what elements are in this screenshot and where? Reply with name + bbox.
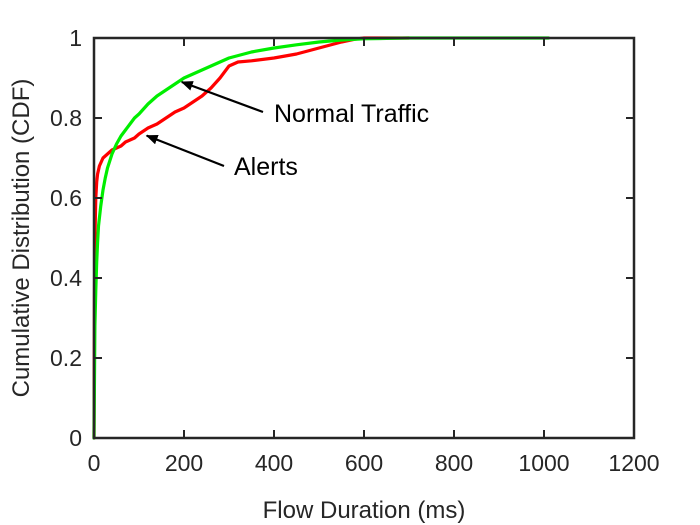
x-tick-label: 600 <box>345 450 383 476</box>
x-axis-label: Flow Duration (ms) <box>263 497 466 524</box>
y-tick-label: 0 <box>69 425 82 451</box>
x-tick-label: 200 <box>165 450 203 476</box>
annotation-alerts-label: Alerts <box>234 153 298 181</box>
annotation-normal-traffic-label: Normal Traffic <box>274 100 429 128</box>
y-tick-label: 1 <box>69 25 82 51</box>
x-tick-label: 800 <box>435 450 473 476</box>
annotation-alerts-arrow <box>145 134 225 168</box>
tick-layer: 0 200 400 600 800 1000 1200 0 0.2 0.4 0.6 0.8 1 <box>50 25 660 476</box>
annotation-normal-traffic-arrow <box>180 80 264 114</box>
plot-frame <box>92 36 636 440</box>
series-line-normal-traffic <box>92 36 551 440</box>
y-tick-label: 0.2 <box>50 345 82 371</box>
x-tick-label: 1000 <box>518 450 569 476</box>
y-axis-label: Cumulative Distribution (CDF) <box>8 79 35 398</box>
series-layer <box>92 36 551 440</box>
series-line-alerts <box>92 36 411 440</box>
x-tick-label: 0 <box>88 450 101 476</box>
y-tick-label: 0.4 <box>50 265 82 291</box>
y-tick-label: 0.6 <box>50 185 82 211</box>
y-tick-label: 0.8 <box>50 105 82 131</box>
x-tick-label: 400 <box>255 450 293 476</box>
x-tick-label: 1200 <box>608 450 659 476</box>
annotation-layer: Normal Traffic Alerts <box>145 80 429 181</box>
